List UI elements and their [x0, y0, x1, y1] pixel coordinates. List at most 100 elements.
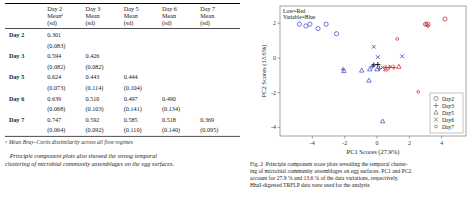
table-top-rule — [5, 3, 240, 4]
x-tick — [441, 136, 442, 139]
point — [316, 26, 320, 30]
x-axis-label: PC1 Scores (27.9%) — [347, 148, 400, 156]
table-cell: (0.104) — [124, 84, 142, 92]
point — [297, 22, 301, 26]
table-cell: 0.624 — [47, 73, 61, 80]
table-cell: 0.497 — [124, 95, 138, 102]
table-header-line: (sd) — [47, 19, 57, 27]
table-header-line: (sd) — [162, 19, 172, 27]
point — [396, 38, 399, 41]
y-tick — [278, 92, 281, 93]
figure-caption-line: ing of microbial community assemblages o… — [250, 168, 412, 174]
point — [375, 62, 380, 67]
legend-marker — [434, 110, 438, 114]
table-cell: 0.510 — [86, 95, 100, 102]
y-tick-label: 2 — [273, 20, 276, 26]
table-cell: 0.592 — [86, 116, 100, 123]
table-header-rule — [5, 28, 240, 29]
point — [417, 90, 420, 93]
point — [304, 24, 308, 28]
legend-label: Day7 — [442, 124, 454, 130]
table-cell: 0.426 — [86, 52, 100, 59]
point — [389, 65, 393, 69]
point — [342, 69, 346, 73]
table-cell: (0.110) — [124, 126, 142, 134]
legend-marker — [434, 118, 438, 122]
y-tick-label: -2 — [271, 90, 276, 96]
point — [367, 78, 371, 82]
table-header: Day 6Mean(sd) — [162, 5, 177, 27]
table-cell: 0.639 — [47, 95, 61, 102]
plot-frame — [280, 6, 466, 136]
legend-marker — [435, 125, 438, 128]
scatter-chart: -4 -2 0 2 4 -4 -2 0 2 PC1 Scores (27.9%) PC2 Score… — [250, 6, 466, 188]
table-cell: 0.369 — [200, 116, 214, 123]
table-cell: (0.095) — [200, 126, 218, 134]
table-cell: (0.140) — [162, 126, 180, 134]
point — [359, 68, 363, 72]
table-row-label: Day 3 — [9, 52, 24, 59]
point — [341, 67, 346, 72]
legend-label: Day5 — [442, 110, 454, 116]
figure-caption-line: Fig. 2 Principle component score plots r… — [250, 161, 408, 167]
figure-caption-line: HhaI-digested TRFLP data were used for t… — [250, 182, 370, 188]
x-tick — [409, 136, 410, 139]
table-cell: (0.082) — [86, 63, 104, 71]
y-tick — [278, 127, 281, 128]
legend-marker — [434, 96, 438, 100]
point — [381, 66, 385, 70]
series-day6 — [372, 45, 404, 70]
series-day5 — [342, 64, 401, 123]
table-header-line: (sd) — [124, 19, 134, 27]
legend-label: Day3 — [442, 103, 454, 109]
body-text: Principle component plots also showed th… — [5, 152, 174, 167]
x-tick-label: 4 — [440, 140, 443, 146]
legend: Day2Day3Day5Day6Day7 — [430, 93, 463, 133]
x-tick-label: 2 — [408, 140, 411, 146]
point — [400, 54, 404, 58]
table-header: Day 2Meanᵃ(sd) — [47, 5, 63, 27]
x-tick — [344, 136, 345, 139]
table-cell: (0.141) — [124, 105, 142, 113]
table-cell: 0.594 — [47, 52, 61, 59]
table-row-label: Day 6 — [9, 95, 24, 102]
plot-annotation-line: Low=Red — [283, 8, 306, 14]
series-day2 — [297, 17, 447, 36]
table-cell: (0.114) — [86, 84, 104, 92]
points — [297, 17, 447, 123]
legend-label: Day6 — [442, 117, 454, 123]
table-cell: 0.301 — [47, 31, 61, 38]
plot-annotation-line: Variable=Blue — [283, 14, 316, 20]
table-bottom-rule — [5, 136, 240, 137]
x-tick-label: -2 — [342, 140, 347, 146]
point — [375, 67, 379, 71]
table-row-label: Day 2 — [9, 31, 24, 38]
background — [0, 0, 474, 217]
table-header: Day 3Mean(sd) — [86, 5, 101, 27]
table-row-label: Day 5 — [9, 73, 24, 80]
y-tick-label: -4 — [271, 124, 276, 130]
y-tick-label: 0 — [273, 55, 276, 61]
page: Day 2Meanᵃ(sd)Day 3Mean(sd)Day 5Mean(sd)… — [0, 0, 474, 217]
figure-caption-line: account for 27.9 % and 13.6 % of the dat… — [250, 175, 399, 181]
point — [368, 67, 372, 71]
table: Day 2Meanᵃ(sd)Day 3Mean(sd)Day 5Mean(sd)… — [5, 4, 240, 168]
table-cell: 0.490 — [162, 95, 176, 102]
x-tick — [312, 136, 313, 139]
point — [324, 22, 328, 26]
series-day7 — [396, 23, 430, 93]
table-cell: 0.443 — [86, 73, 100, 80]
y-tick — [278, 23, 281, 24]
table-header: Day 7Mean(sd) — [200, 5, 215, 27]
table-cell: (0.064) — [47, 126, 65, 134]
table-cell: (0.073) — [47, 84, 65, 92]
y-tick — [278, 58, 281, 59]
point — [308, 22, 312, 26]
point — [381, 119, 385, 123]
y-axis-label: PC2 Scores (13.6%) — [260, 45, 268, 98]
table-cell: 0.444 — [124, 73, 138, 80]
x-tick-label: 0 — [376, 140, 379, 146]
table-footnote: ᵃ Mean Bray–Curtis dissimilarity across … — [5, 139, 133, 145]
legend-frame — [430, 93, 463, 133]
x-tick-label: -4 — [310, 140, 315, 146]
